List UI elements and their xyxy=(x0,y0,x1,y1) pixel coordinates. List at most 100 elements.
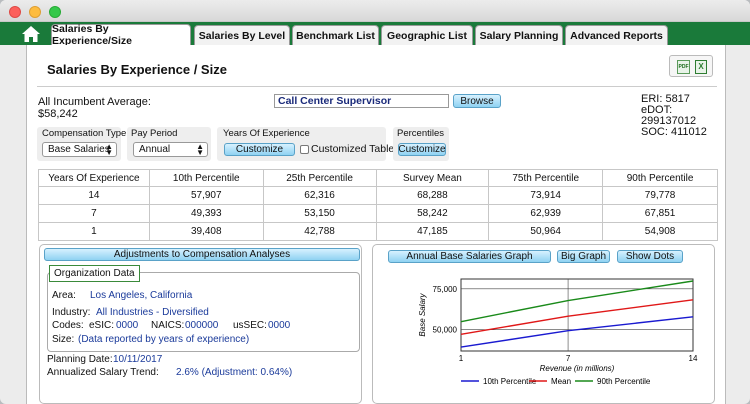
tab-salaries-by-level[interactable]: Salaries By Level xyxy=(194,25,290,45)
table-cell: 53,150 xyxy=(262,204,377,223)
salary-line-chart: 50,000 75,000 1 7 14 Revenue (in millions) Bas… xyxy=(418,278,698,386)
x-tick-label: 1 xyxy=(459,354,464,363)
pay-period-value: Annual xyxy=(139,144,171,155)
esic-value[interactable]: 0000 xyxy=(116,320,139,331)
minimize-window-button[interactable] xyxy=(29,6,41,18)
years-of-experience-label: Years Of Experience xyxy=(223,128,310,139)
years-customize-button[interactable]: Customize xyxy=(224,143,295,156)
table-cell: 54,908 xyxy=(602,222,718,241)
column-header: 75th Percentile xyxy=(488,169,604,187)
ussec-value[interactable]: 0000 xyxy=(268,320,291,331)
size-label: Size: xyxy=(52,334,75,345)
main-panel: Salaries By Experience / Size PDF X All … xyxy=(26,45,726,404)
x-tick-label: 7 xyxy=(566,354,571,363)
export-toolbar: PDF X xyxy=(669,55,713,77)
home-icon xyxy=(22,25,40,42)
edot-code: eDOT: 299137012 xyxy=(641,104,697,127)
percentiles-label: Percentiles xyxy=(397,128,444,139)
column-header: Survey Mean xyxy=(375,169,490,187)
table-row: 1 39,408 42,788 47,185 50,964 54,908 xyxy=(38,222,718,241)
table-header-row: Years Of Experience 10th Percentile 25th… xyxy=(38,169,718,187)
salary-trend-value[interactable]: 2.6% (Adjustment: 0.64%) xyxy=(176,367,293,378)
compensation-type-value: Base Salaries xyxy=(48,144,110,155)
table-cell: 7 xyxy=(38,204,150,223)
naics-label: NAICS: xyxy=(151,320,185,331)
table-row: 14 57,907 62,316 68,288 73,914 79,778 xyxy=(38,186,718,205)
column-header: 90th Percentile xyxy=(602,169,718,187)
column-header: Years Of Experience xyxy=(38,169,150,187)
excel-export-icon[interactable]: X xyxy=(695,60,707,74)
table-cell: 73,914 xyxy=(488,186,604,205)
incumbent-average-label: All Incumbent Average: xyxy=(38,96,151,108)
customized-table-checkbox[interactable] xyxy=(300,145,309,154)
legend-label: 90th Percentile xyxy=(597,377,651,386)
table-cell: 58,242 xyxy=(375,204,490,223)
table-cell: 39,408 xyxy=(148,222,264,241)
soc-code: SOC: 411012 xyxy=(641,126,707,138)
tab-advanced-reports[interactable]: Advanced Reports xyxy=(565,25,668,45)
pdf-export-icon[interactable]: PDF xyxy=(677,60,690,74)
select-arrows-icon: ▲ ▼ xyxy=(105,142,113,157)
tab-benchmark-list[interactable]: Benchmark List xyxy=(292,25,379,45)
table-cell: 68,288 xyxy=(375,186,490,205)
table-cell: 79,778 xyxy=(602,186,718,205)
plot-area xyxy=(460,278,694,352)
y-tick-label: 50,000 xyxy=(433,326,458,335)
planning-date-label: Planning Date: xyxy=(47,354,113,365)
adjustments-panel xyxy=(39,244,362,404)
legend-label: Mean xyxy=(551,377,571,386)
y-tick-label: 75,000 xyxy=(433,285,458,294)
x-axis-label: Revenue (in millions) xyxy=(540,364,615,373)
select-arrows-icon: ▲ ▼ xyxy=(196,142,204,157)
esic-label: eSIC: xyxy=(89,320,115,331)
table-cell: 47,185 xyxy=(375,222,490,241)
tab-salaries-by-experience[interactable]: Salaries By Experience/Size xyxy=(51,23,191,47)
series-line xyxy=(460,299,694,336)
divider xyxy=(37,86,717,87)
pay-period-select[interactable]: Annual ▲ ▼ xyxy=(133,142,208,157)
table-cell: 50,964 xyxy=(488,222,604,241)
big-graph-button[interactable]: Big Graph xyxy=(557,250,610,263)
y-axis-label: Base Salary xyxy=(418,292,427,336)
area-label: Area: xyxy=(52,290,76,301)
naics-value[interactable]: 000000 xyxy=(185,320,219,331)
industry-value[interactable]: All Industries - Diversified xyxy=(96,307,209,318)
legend-label: 10th Percentile xyxy=(483,377,537,386)
organization-data-box xyxy=(47,272,360,352)
adjustments-button[interactable]: Adjustments to Compensation Analyses xyxy=(44,248,360,261)
graph-panel xyxy=(372,244,715,404)
planning-date-value[interactable]: 10/11/2017 xyxy=(113,354,163,365)
home-button[interactable] xyxy=(14,22,48,45)
area-value[interactable]: Los Angeles, California xyxy=(90,290,193,301)
organization-data-title: Organization Data xyxy=(49,265,140,282)
table-cell: 49,393 xyxy=(148,204,264,223)
customized-table-label: Customized Table xyxy=(311,143,395,155)
close-window-button[interactable] xyxy=(9,6,21,18)
series-line xyxy=(460,280,694,323)
tab-salary-planning[interactable]: Salary Planning xyxy=(475,25,563,45)
industry-label: Industry: xyxy=(52,307,91,318)
table-row: 7 49,393 53,150 58,242 62,939 67,851 xyxy=(38,204,718,223)
compensation-type-select[interactable]: Base Salaries ▲ ▼ xyxy=(42,142,117,157)
salary-trend-label: Annualized Salary Trend: xyxy=(47,367,159,378)
table-cell: 62,316 xyxy=(262,186,377,205)
browse-button[interactable]: Browse xyxy=(453,94,501,108)
job-codes: ERI: 5817 eDOT: 299137012 SOC: 411012 xyxy=(641,94,725,138)
ussec-label: usSEC: xyxy=(233,320,267,331)
table-cell: 62,939 xyxy=(488,204,604,223)
percentiles-customize-button[interactable]: Customize xyxy=(398,143,446,156)
annual-graph-button[interactable]: Annual Base Salaries Graph xyxy=(388,250,551,263)
compensation-type-label: Compensation Type xyxy=(42,128,127,139)
column-header: 10th Percentile xyxy=(148,169,264,187)
salary-table: Years Of Experience 10th Percentile 25th… xyxy=(38,169,718,241)
show-dots-button[interactable]: Show Dots xyxy=(617,250,683,263)
size-value[interactable]: (Data reported by years of experience) xyxy=(78,334,250,345)
x-tick-label: 14 xyxy=(689,354,698,363)
page-title: Salaries By Experience / Size xyxy=(47,62,227,77)
tab-geographic-list[interactable]: Geographic List xyxy=(381,25,473,45)
pay-period-label: Pay Period xyxy=(131,128,178,139)
job-title-input[interactable] xyxy=(274,94,449,108)
table-cell: 42,788 xyxy=(262,222,377,241)
zoom-window-button[interactable] xyxy=(49,6,61,18)
